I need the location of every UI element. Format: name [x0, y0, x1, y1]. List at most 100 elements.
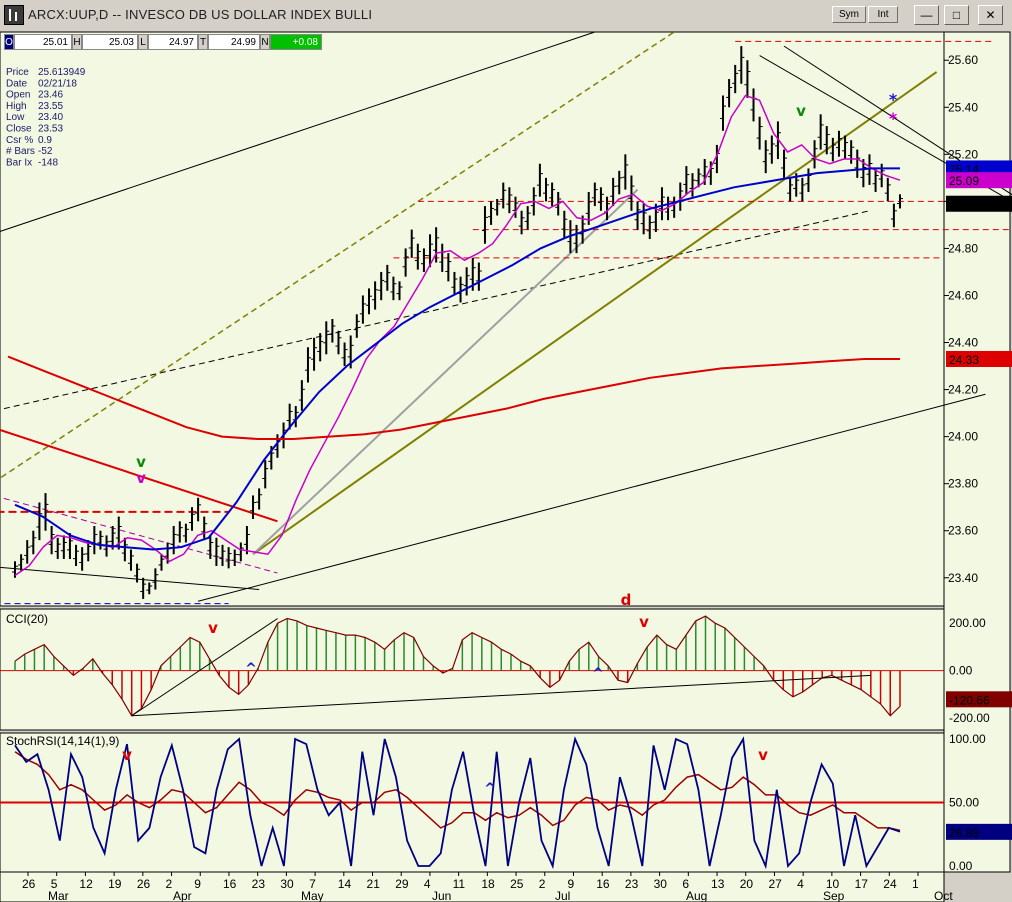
info-value: 25.613949 [38, 67, 86, 78]
quote-change-label: N [260, 34, 270, 50]
info-value: 23.46 [38, 90, 63, 101]
date-tick-label: 6 [682, 877, 689, 891]
price-tick-label: 24.20 [948, 383, 978, 397]
price-tick-label: 25.20 [948, 147, 978, 161]
mid-channel-dashed-line [0, 210, 870, 411]
price-label-box [946, 172, 1012, 189]
info-value: 0.9 [38, 135, 52, 146]
info-value: -52 [38, 146, 53, 157]
chart-area[interactable]: 25.6025.4025.2025.0024.8024.6024.4024.20… [0, 30, 1012, 902]
interval-button[interactable]: Int [868, 6, 898, 23]
price-tick-label: 24.80 [948, 241, 978, 255]
month-label: Sep [823, 889, 845, 902]
signal-marker: v [122, 746, 132, 764]
date-tick-label: 4 [797, 877, 804, 891]
quote-high: 25.03 [82, 34, 138, 50]
price-tick-label: 24.60 [948, 288, 978, 302]
info-value: -148 [38, 157, 58, 168]
date-tick-label: 26 [22, 877, 36, 891]
date-tick-label: 18 [481, 877, 495, 891]
price-tick-label: 24.00 [948, 430, 978, 444]
price-label-value: 24.33 [949, 353, 979, 367]
price-label-value: 25.09 [949, 174, 979, 188]
signal-marker: v [208, 619, 218, 637]
stoch-value-label: 26.89 [949, 826, 979, 840]
date-tick-label: 12 [79, 877, 93, 891]
date-tick-label: 29 [395, 877, 409, 891]
date-tick-label: 11 [453, 877, 466, 891]
month-label: Oct [934, 889, 953, 902]
olive-dashed-line [0, 31, 675, 480]
olive-trend-line [252, 71, 938, 556]
price-tick-label: 24.40 [948, 336, 978, 350]
date-tick-label: 9 [194, 877, 201, 891]
lower-wedge-line [0, 566, 260, 591]
date-tick-label: 4 [424, 877, 431, 891]
quote-bar: O 25.01 H 25.03 L 24.97 T 24.99 N +0.08 [4, 34, 322, 50]
signal-marker: v [796, 102, 806, 120]
signal-marker: v [639, 613, 649, 631]
price-tick-label: 23.60 [948, 524, 978, 538]
title-bar: ARCX:UUP,D -- INVESCO DB US DOLLAR INDEX… [0, 0, 1012, 31]
date-tick-label: 13 [711, 877, 725, 891]
date-tick-label: 17 [855, 877, 869, 891]
quote-low-label: L [138, 34, 148, 50]
symbol-button[interactable]: Sym [832, 6, 866, 23]
info-value: 23.40 [38, 112, 63, 123]
signal-marker: v [136, 453, 146, 471]
cci-value-box [946, 691, 1012, 708]
price-tick-label: 25.60 [948, 53, 978, 67]
date-tick-label: 7 [309, 877, 316, 891]
ma-line-long [7, 355, 900, 440]
maximize-icon: □ [952, 8, 961, 22]
red-falling-line [0, 428, 278, 523]
cci-tick-label: 200.00 [949, 616, 986, 630]
cci-line [14, 615, 901, 717]
date-tick-label: 23 [625, 877, 639, 891]
date-tick-label: 25 [510, 877, 524, 891]
quote-open: 25.01 [14, 34, 72, 50]
maximize-button[interactable]: □ [944, 5, 969, 25]
info-value: 23.53 [38, 124, 63, 135]
month-label: Jul [555, 889, 570, 902]
date-tick-label: 14 [338, 877, 352, 891]
price-tick-label: 23.80 [948, 477, 978, 491]
price-label-box [946, 350, 1012, 367]
signal-marker: v [136, 469, 146, 487]
price-panel [0, 31, 945, 607]
signal-marker: * [889, 109, 898, 128]
price-label-value: 24.99 [949, 198, 979, 212]
date-tick-label: 30 [654, 877, 668, 891]
stoch-signal-line [14, 751, 901, 832]
close-button[interactable]: ✕ [978, 5, 1003, 25]
symbol-button-label: Sym [839, 9, 859, 20]
date-tick-label: 30 [280, 877, 294, 891]
date-tick-label: 16 [223, 877, 237, 891]
quote-change: +0.08 [270, 34, 322, 50]
price-label-box [946, 195, 1012, 212]
info-label: Bar Ix [6, 157, 32, 168]
info-label: Price [6, 67, 29, 78]
ma-line-short [14, 94, 901, 577]
signal-marker: d [621, 591, 632, 609]
date-tick-label: 2 [166, 877, 173, 891]
minimize-button[interactable]: — [914, 5, 939, 25]
date-tick-label: 2 [539, 877, 546, 891]
quote-open-label: O [4, 34, 14, 50]
date-tick-label: 19 [108, 877, 122, 891]
stoch-title: StochRSI(14,14(1),9) [6, 734, 119, 748]
signal-marker: ^ [484, 781, 496, 797]
chart-app-icon [4, 5, 24, 25]
stoch-tick-label: 100.00 [949, 732, 986, 746]
date-tick-label: 20 [740, 877, 754, 891]
month-label: May [301, 889, 324, 902]
window-title: ARCX:UUP,D -- INVESCO DB US DOLLAR INDEX… [28, 7, 373, 22]
signal-marker: v [758, 746, 768, 764]
price-tick-label: 25.40 [948, 100, 978, 114]
quote-close: 24.99 [208, 34, 260, 50]
month-label: Mar [48, 889, 69, 902]
cci-title: CCI(20) [6, 612, 48, 626]
info-label: Csr % [6, 135, 33, 146]
month-label: Jun [432, 889, 451, 902]
